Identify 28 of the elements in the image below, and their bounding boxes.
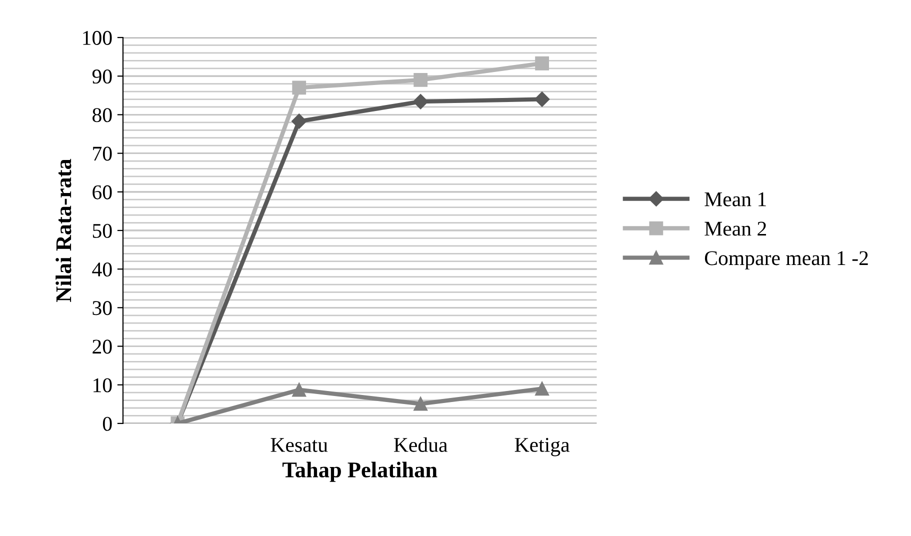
point bbox=[292, 382, 306, 397]
legend-label: Mean 1 bbox=[704, 192, 766, 206]
point bbox=[414, 396, 428, 411]
x-axis-title: Tahap Pelatihan bbox=[282, 462, 438, 482]
point bbox=[413, 94, 428, 110]
legend-label: Mean 2 bbox=[704, 222, 766, 236]
y-tick-label: 100 bbox=[83, 30, 112, 45]
x-tick-label: Kesatu bbox=[270, 438, 328, 452]
x-tick-label: Kedua bbox=[394, 437, 448, 452]
point bbox=[535, 382, 549, 396]
y-tick-label: 10 bbox=[94, 378, 112, 392]
point bbox=[292, 114, 307, 129]
y-tick-label: 80 bbox=[92, 108, 112, 122]
point bbox=[535, 56, 549, 70]
point bbox=[414, 73, 428, 87]
y-tick-label: 0 bbox=[102, 416, 112, 431]
point bbox=[534, 92, 550, 107]
point bbox=[292, 80, 306, 95]
y-tick-label: 50 bbox=[92, 224, 112, 238]
x-tick-label: Ketiga bbox=[514, 438, 570, 456]
y-axis-title: Nilai Rata-rata bbox=[56, 158, 72, 302]
y-tick-label: 20 bbox=[92, 340, 112, 354]
legend-label: Compare mean 1 -2 bbox=[704, 251, 868, 270]
y-tick-label: 30 bbox=[92, 301, 112, 316]
y-tick-label: 90 bbox=[92, 69, 112, 84]
y-tick-label: 60 bbox=[92, 185, 112, 200]
y-tick-label: 40 bbox=[92, 262, 112, 277]
y-tick-label: 70 bbox=[93, 146, 112, 161]
